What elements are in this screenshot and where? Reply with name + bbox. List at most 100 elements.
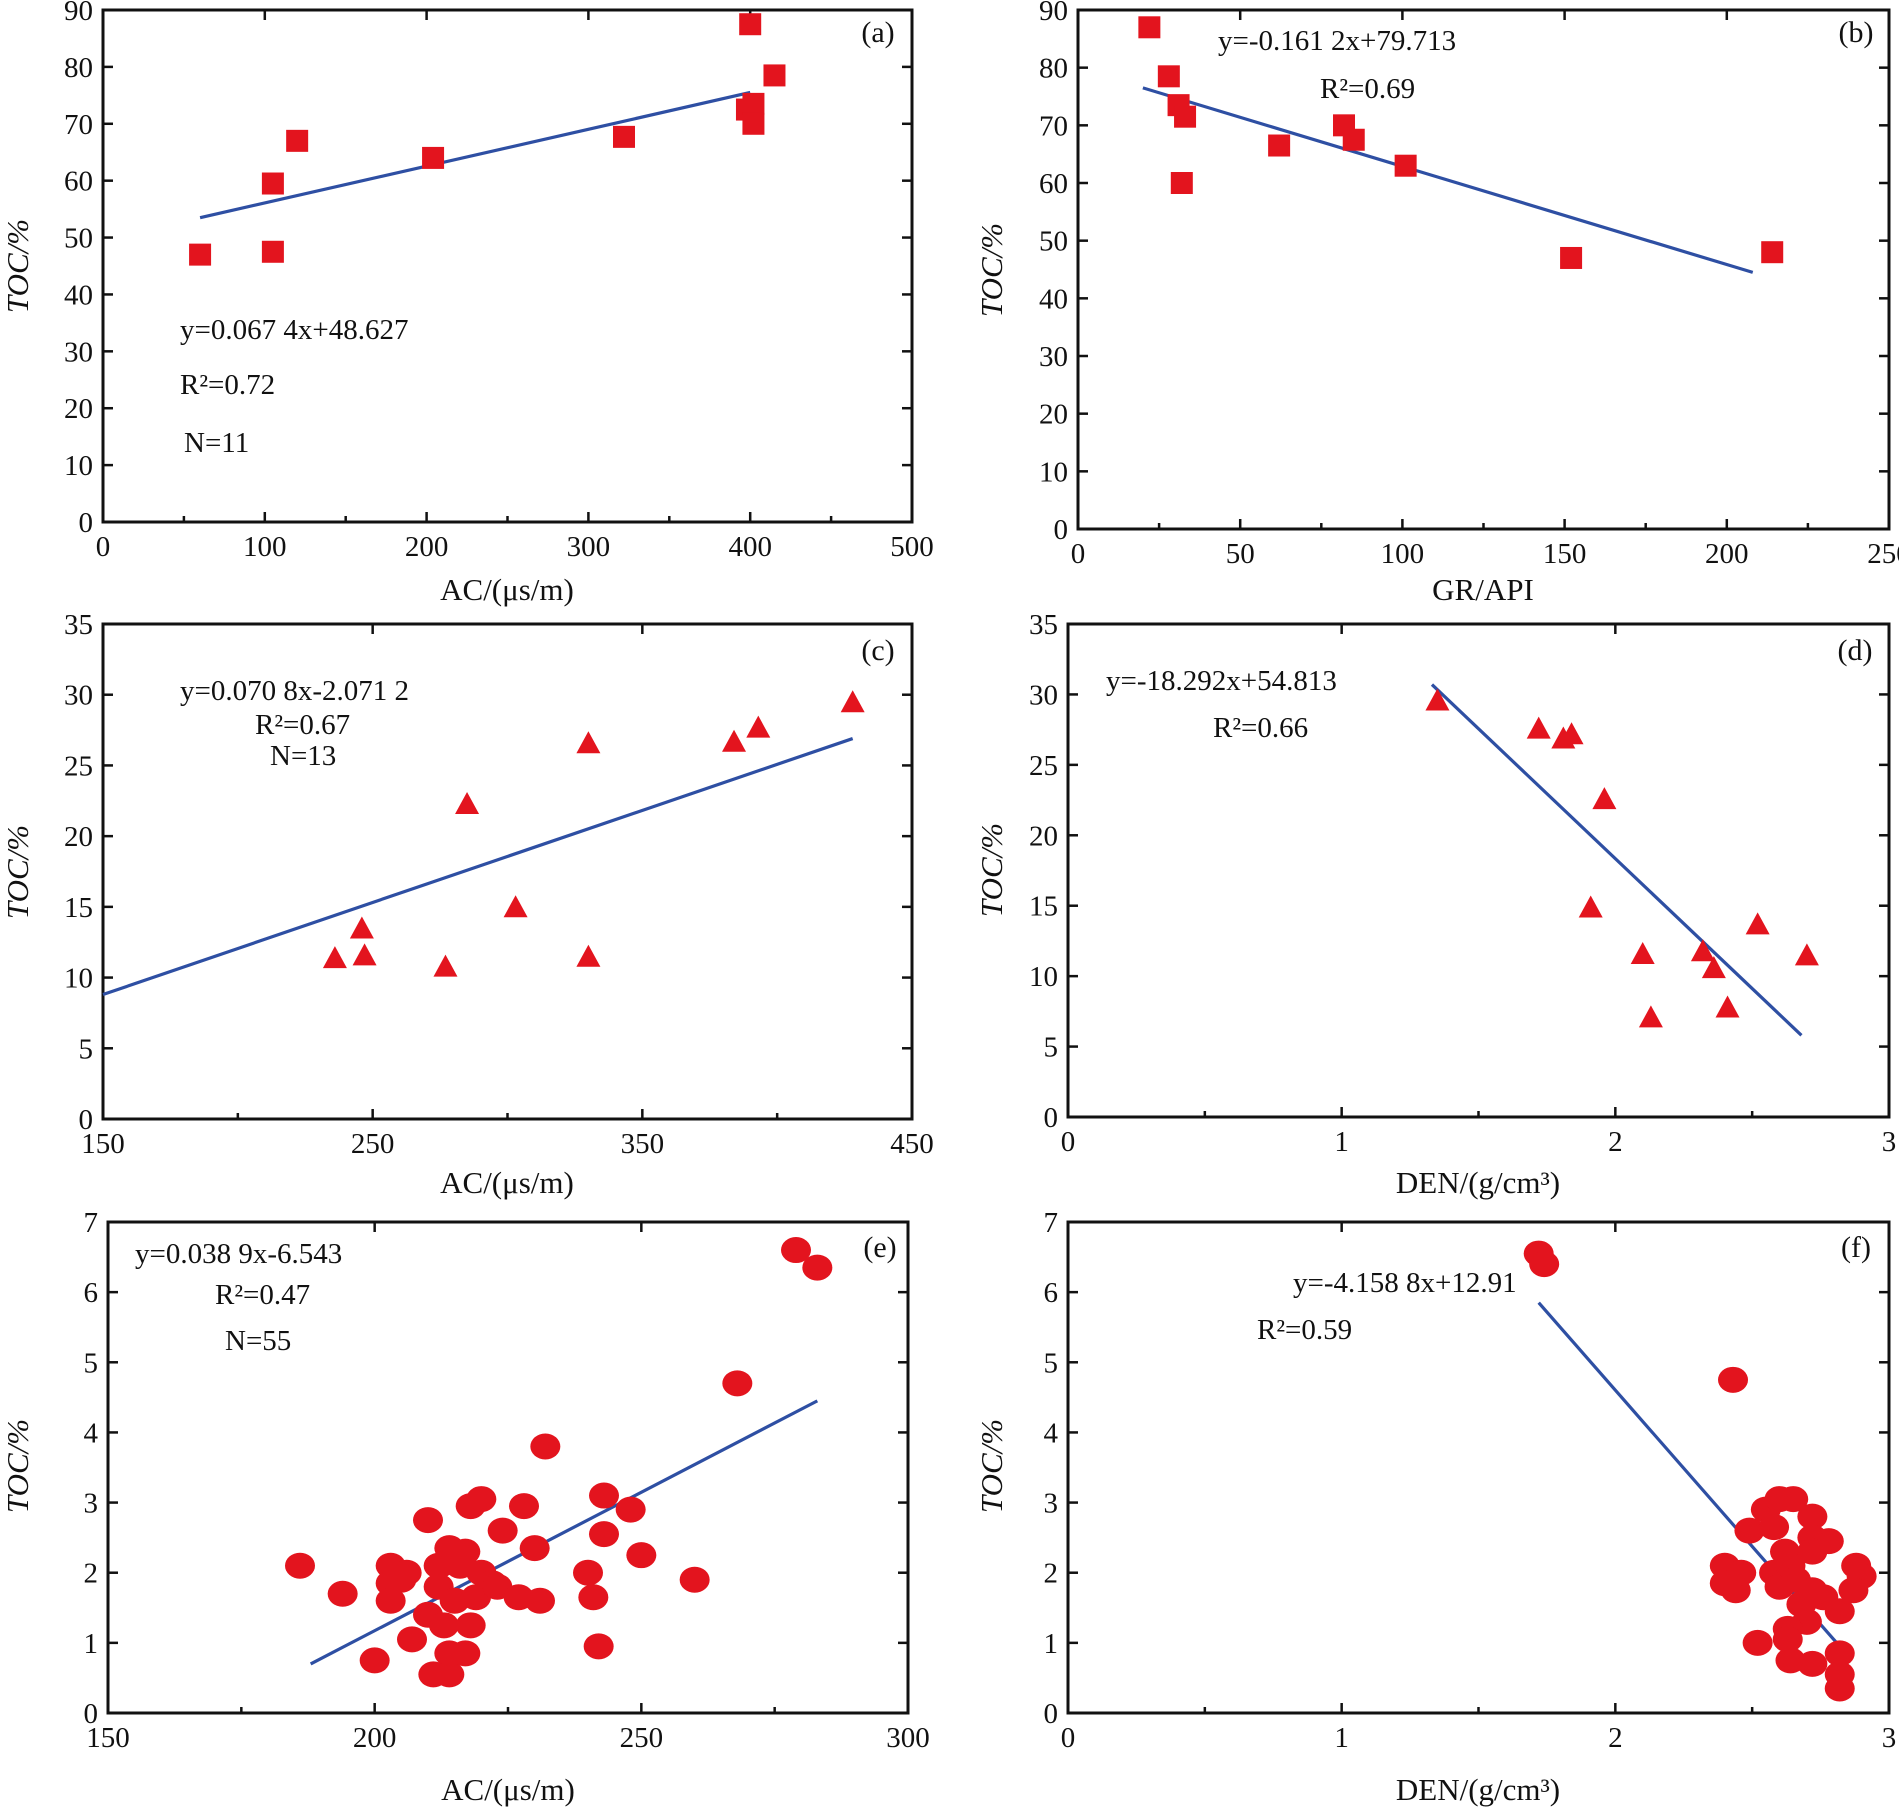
x-tick-label: 100 — [1381, 538, 1425, 570]
y-tick-label: 20 — [64, 393, 93, 425]
y-tick-label: 25 — [64, 750, 93, 782]
x-tick-label: 0 — [96, 531, 111, 563]
data-point — [1759, 1514, 1790, 1541]
y-tick-label: 0 — [1044, 1698, 1059, 1730]
x-tick-label: 250 — [620, 1722, 664, 1754]
data-point — [422, 146, 445, 169]
x-tick-label: 1 — [1334, 1722, 1349, 1754]
data-point — [1526, 716, 1551, 739]
y-tick-label: 10 — [1039, 456, 1068, 488]
y-tick-label: 20 — [64, 821, 93, 853]
data-point — [487, 1517, 518, 1544]
data-point — [397, 1626, 427, 1653]
regression-equation: y=0.067 4x+48.627 — [180, 314, 408, 346]
data-point — [722, 1370, 753, 1397]
data-point — [530, 1433, 561, 1460]
r-squared-label: R²=0.67 — [255, 709, 350, 741]
data-point — [1824, 1598, 1855, 1625]
y-tick-label: 0 — [1044, 1102, 1059, 1134]
data-point — [1690, 939, 1715, 962]
panel-label: (b) — [1839, 16, 1874, 49]
r-squared-label: R²=0.47 — [215, 1279, 310, 1311]
data-point — [509, 1493, 539, 1520]
y-tick-label: 90 — [64, 0, 93, 27]
y-tick-label: 60 — [64, 166, 93, 198]
data-point — [450, 1640, 481, 1667]
x-axis-title: DEN/(g/cm³) — [1396, 1165, 1560, 1200]
y-tick-label: 0 — [79, 507, 94, 539]
r-squared-label: R²=0.66 — [1213, 712, 1308, 744]
y-tick-label: 35 — [64, 609, 93, 641]
y-tick-label: 25 — [1029, 750, 1058, 782]
data-point — [742, 112, 765, 135]
x-tick-label: 300 — [886, 1722, 930, 1754]
x-tick-label: 50 — [1226, 538, 1255, 570]
y-tick-label: 5 — [1044, 1032, 1059, 1064]
regression-equation: y=-4.158 8x+12.91 — [1293, 1267, 1517, 1299]
data-point — [1838, 1577, 1869, 1604]
x-tick-label: 150 — [86, 1722, 130, 1754]
y-tick-label: 60 — [1039, 168, 1068, 200]
data-point — [1726, 1559, 1757, 1586]
panel-label: (d) — [1838, 634, 1873, 667]
y-axis-title: TOC/% — [0, 825, 35, 919]
data-point — [781, 1237, 811, 1264]
data-point — [322, 946, 347, 969]
y-axis-title: TOC/% — [974, 1419, 1009, 1513]
x-axis-title: AC/(μs/m) — [441, 1772, 575, 1807]
x-tick-label: 200 — [405, 531, 449, 563]
data-point — [576, 944, 601, 967]
panel-b: 0 50 100 150 200 250 0 10 20 30 40 50 60 70 80 90 GR/API… — [974, 0, 1899, 607]
y-tick-label: 90 — [1039, 0, 1068, 27]
y-tick-label: 0 — [1054, 514, 1069, 546]
regression-equation: y=-18.292x+54.813 — [1106, 665, 1337, 697]
regression-equation: y=0.038 9x-6.543 — [135, 1238, 342, 1270]
y-tick-label: 3 — [1044, 1488, 1059, 1520]
y-tick-label: 30 — [64, 680, 93, 712]
data-point — [1268, 134, 1291, 157]
y-tick-label: 1 — [1044, 1628, 1059, 1660]
r-squared-label: R²=0.72 — [180, 369, 275, 401]
regression-line — [199, 90, 751, 220]
y-tick-label: 5 — [1044, 1347, 1059, 1379]
data-point — [375, 1587, 406, 1614]
data-point — [261, 172, 284, 195]
x-tick-label: 0 — [1071, 538, 1086, 570]
data-point — [327, 1580, 358, 1607]
y-tick-label: 6 — [1044, 1277, 1059, 1309]
y-tick-label: 2 — [1044, 1558, 1059, 1590]
y-tick-label: 6 — [84, 1277, 99, 1309]
sample-count-label: N=55 — [225, 1325, 291, 1357]
y-tick-label: 10 — [1029, 961, 1058, 993]
y-tick-label: 4 — [1044, 1417, 1059, 1449]
sample-count-label: N=11 — [184, 427, 249, 459]
data-point — [1138, 16, 1161, 39]
sample-count-label: N=13 — [270, 740, 336, 772]
y-tick-label: 0 — [79, 1104, 94, 1136]
x-tick-label: 200 — [1705, 538, 1749, 570]
data-point — [1559, 722, 1584, 745]
data-point — [413, 1507, 443, 1534]
data-point — [1824, 1640, 1855, 1667]
data-point — [1529, 1251, 1560, 1278]
y-tick-label: 80 — [64, 52, 93, 84]
x-tick-label: 250 — [1867, 538, 1899, 570]
data-point — [466, 1486, 497, 1513]
y-tick-label: 10 — [64, 450, 93, 482]
regression-line — [1430, 683, 1803, 1037]
x-axis-title: AC/(μs/m) — [440, 1165, 574, 1200]
data-point — [1794, 943, 1819, 966]
y-tick-label: 1 — [84, 1628, 99, 1660]
x-tick-label: 300 — [567, 531, 611, 563]
x-tick-label: 200 — [353, 1722, 397, 1754]
y-tick-label: 4 — [84, 1417, 99, 1449]
data-point — [722, 729, 747, 752]
y-tick-label: 50 — [64, 223, 93, 255]
x-axis-title: AC/(μs/m) — [440, 572, 574, 607]
data-point — [802, 1254, 833, 1281]
data-point — [612, 125, 635, 148]
data-point — [1592, 787, 1617, 810]
y-tick-label: 30 — [64, 336, 93, 368]
data-point — [742, 92, 765, 115]
data-point — [583, 1633, 614, 1660]
